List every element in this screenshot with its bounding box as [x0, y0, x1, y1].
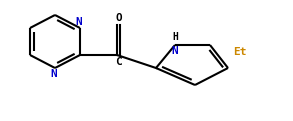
Text: O: O: [115, 13, 122, 23]
Text: Et: Et: [233, 47, 246, 57]
Text: N: N: [76, 17, 82, 27]
Text: N: N: [51, 69, 57, 79]
Text: C: C: [115, 57, 122, 67]
Text: N: N: [172, 46, 178, 56]
Text: H: H: [172, 32, 178, 42]
